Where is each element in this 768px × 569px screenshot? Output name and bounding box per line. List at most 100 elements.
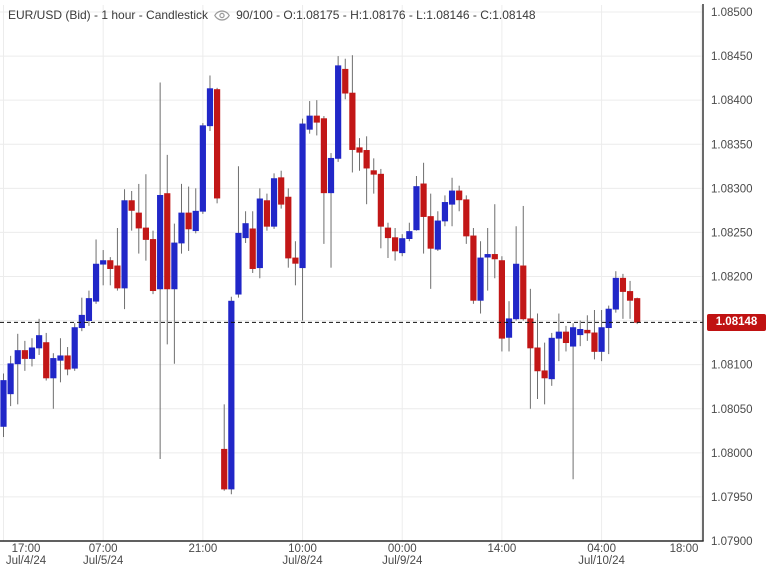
candle-body[interactable] [399,238,406,254]
candle-body[interactable] [7,363,14,395]
candle-body[interactable] [626,291,634,301]
candle-body[interactable] [92,263,100,302]
candle-body[interactable] [299,123,306,269]
candle-body[interactable] [448,190,456,205]
price-axis-label: 1.08200 [711,272,753,284]
date-label: Jul/8/24 [282,555,323,567]
candle-body[interactable] [0,380,7,427]
candle-body[interactable] [562,331,570,344]
time-label: 07:00 [89,543,118,555]
candle-body[interactable] [206,88,214,127]
candle-body[interactable] [171,242,178,290]
candle-body[interactable] [164,193,171,290]
candle-body[interactable] [178,212,185,244]
candle-body[interactable] [278,177,285,205]
candle-body[interactable] [391,237,399,252]
candle-body[interactable] [121,200,128,289]
candle-body[interactable] [14,350,21,365]
candle-body[interactable] [484,254,491,258]
candle-body[interactable] [235,232,242,295]
candle-body[interactable] [456,190,463,201]
price-axis-label: 1.07950 [711,492,753,504]
candle-body[interactable] [149,239,157,292]
candle-body[interactable] [548,337,555,380]
candle-body[interactable] [221,448,228,490]
candle-body[interactable] [36,335,43,349]
candle-body[interactable] [470,235,477,301]
candle-body[interactable] [513,263,520,320]
candle-body[interactable] [192,210,199,232]
candle-body[interactable] [256,198,263,269]
candle-body[interactable] [370,170,377,175]
candle-body[interactable] [313,115,320,123]
candle-body[interactable] [491,254,498,260]
time-label: 14:00 [488,543,517,555]
candle-body[interactable] [555,331,562,339]
candle-body[interactable] [50,358,57,379]
candle-body[interactable] [43,342,50,379]
candle-body[interactable] [28,347,36,359]
candle-body[interactable] [605,308,612,329]
candle-body[interactable] [520,265,527,320]
candle-body[interactable] [434,220,441,250]
candle-body[interactable] [498,260,506,339]
candle-body[interactable] [135,212,142,229]
candle-body[interactable] [64,355,71,370]
candle-body[interactable] [541,370,548,379]
candle-body[interactable] [292,257,299,264]
candle-body[interactable] [413,186,420,231]
candle-body[interactable] [534,347,541,372]
candle-body[interactable] [505,318,513,338]
candle-body[interactable] [356,147,363,153]
candle-body[interactable] [107,260,114,269]
candle-body[interactable] [21,350,28,359]
candle-body[interactable] [142,227,149,240]
candle-body[interactable] [242,223,249,239]
candle-body[interactable] [577,328,584,336]
candle-body[interactable] [349,92,356,150]
candle-body[interactable] [306,115,313,130]
price-axis-label: 1.08350 [711,139,753,151]
candle-body[interactable] [342,68,349,94]
candle-body[interactable] [199,125,206,212]
time-label: 00:00 [388,543,417,555]
candle-body[interactable] [463,199,470,237]
candle-body[interactable] [584,329,591,334]
candle-body[interactable] [406,231,413,239]
candle-body[interactable] [570,327,577,347]
candle-body[interactable] [441,202,449,222]
candle-body[interactable] [591,332,598,352]
candle-body[interactable] [384,227,392,239]
candle-body[interactable] [71,327,78,369]
candle-body[interactable] [634,298,641,323]
candle-body[interactable] [619,277,627,292]
candle-body[interactable] [128,200,135,211]
candle-body[interactable] [612,277,619,310]
candle-body[interactable] [527,318,534,349]
candle-body[interactable] [85,298,93,321]
candle-body[interactable] [335,65,342,159]
candle-body[interactable] [477,257,484,301]
candle-body[interactable] [427,216,434,249]
candle-body[interactable] [185,212,192,230]
candle-body[interactable] [57,355,64,361]
candle-body[interactable] [78,314,85,329]
candle-body[interactable] [114,265,121,289]
candle-body[interactable] [327,157,335,194]
candle-body[interactable] [285,196,292,259]
candle-body[interactable] [100,260,107,265]
candle-body[interactable] [320,118,328,194]
candle-body[interactable] [598,327,605,352]
candle-body[interactable] [157,194,164,290]
candle-body[interactable] [420,183,427,217]
price-axis-label: 1.08300 [711,183,753,195]
candle-body[interactable] [249,228,256,269]
candle-body[interactable] [228,300,235,490]
candle-body[interactable] [263,200,271,227]
candle-body[interactable] [270,178,278,227]
candle-body[interactable] [377,173,384,227]
visibility-eye-icon[interactable] [214,9,230,21]
candle-body[interactable] [363,150,370,169]
candle-body[interactable] [213,89,221,199]
